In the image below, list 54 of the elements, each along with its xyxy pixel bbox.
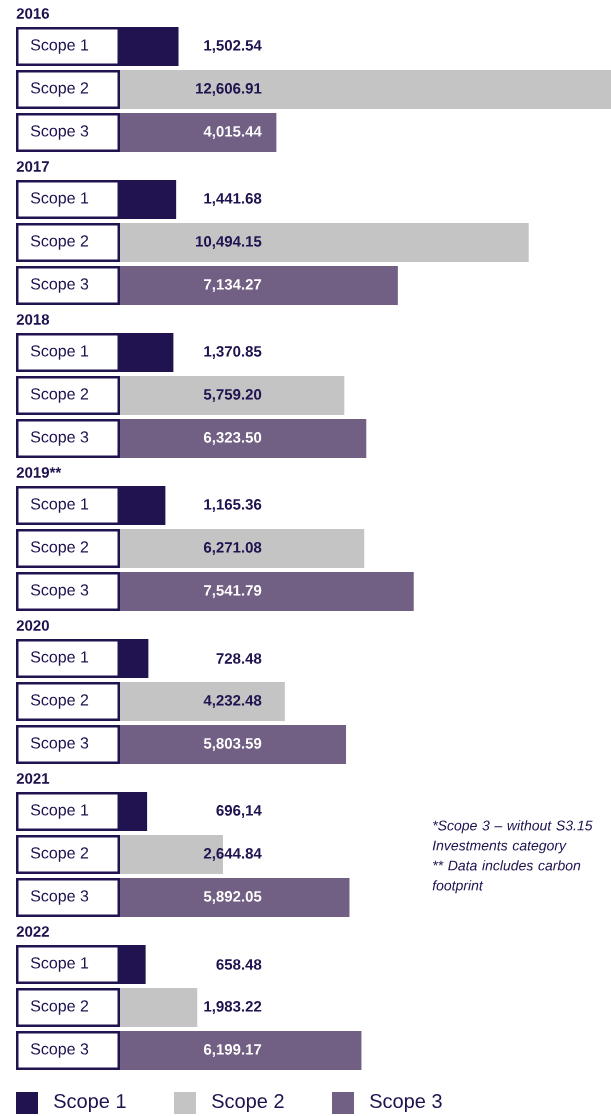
text: Scope 1 (30, 957, 89, 972)
data-label: 658.48 (216, 959, 262, 970)
y-tick-label: 2021 (16, 773, 50, 784)
text: Scope 1 (30, 804, 89, 819)
text: Scope 3 (30, 1043, 89, 1058)
text: Scope 2 (30, 235, 89, 250)
text: Scope 3 (30, 278, 89, 293)
data-label: 12,606.91 (196, 83, 262, 96)
data-label: 5,892.05 (203, 891, 262, 904)
text: Scope 2 (30, 541, 89, 556)
text: Scope 1 (30, 345, 89, 360)
data-label: 1,502.54 (204, 40, 262, 53)
text: Scope 3 (30, 890, 89, 905)
text: Scope 3 (30, 125, 89, 140)
text: Scope 1 (30, 651, 89, 666)
data-label: 4,232.48 (203, 695, 262, 708)
data-label: 1,441.68 (204, 193, 262, 206)
data-label: 6,271.08 (203, 542, 262, 555)
legend-label: Scope 3 (370, 1093, 442, 1113)
y-tick-label: 2017 (16, 161, 49, 172)
text: Scope 1 (30, 192, 89, 207)
text: Scope 2 (30, 1000, 89, 1015)
y-tick-label: 2016 (16, 8, 50, 19)
text: Scope 2 (30, 388, 89, 403)
data-label: 7,541.79 (204, 585, 262, 598)
legend-label: Scope 1 (54, 1093, 126, 1113)
data-label: 6,323.50 (203, 432, 262, 445)
data-label: 4,015.44 (203, 126, 262, 139)
annotation: *Scope 3 – without S3.15 Investments category (432, 820, 593, 854)
text: Scope 1 (30, 498, 89, 513)
annotation: ** Data includes carbon footprint (432, 860, 581, 894)
y-tick-label: 2022 (16, 926, 49, 937)
legend-label: Scope 2 (212, 1093, 284, 1113)
data-label: 1,370.85 (204, 346, 262, 359)
y-tick-label: 2020 (16, 620, 49, 631)
data-label: 10,494.15 (196, 236, 262, 249)
y-tick-label: 2018 (16, 314, 50, 325)
text: Scope 3 (30, 584, 89, 599)
y-tick-label: 2019** (16, 467, 62, 478)
data-label: 1,983.22 (204, 1001, 262, 1014)
data-label: 6,199.17 (203, 1044, 262, 1057)
data-label: 7,134.27 (204, 279, 262, 292)
data-label: 5,803.59 (203, 738, 262, 751)
text: Scope 3 (30, 431, 89, 446)
text: Scope 2 (30, 694, 89, 709)
data-label: 696,14 (216, 805, 262, 818)
data-label: 1,165.36 (204, 499, 262, 512)
text: Scope 1 (30, 39, 89, 54)
text: Scope 3 (30, 737, 89, 752)
data-label: 728.48 (216, 653, 262, 664)
text: Scope 2 (30, 82, 89, 97)
data-label: 5,759.20 (203, 389, 262, 402)
data-label: 2,644.84 (203, 848, 262, 861)
text: Scope 2 (30, 847, 89, 862)
